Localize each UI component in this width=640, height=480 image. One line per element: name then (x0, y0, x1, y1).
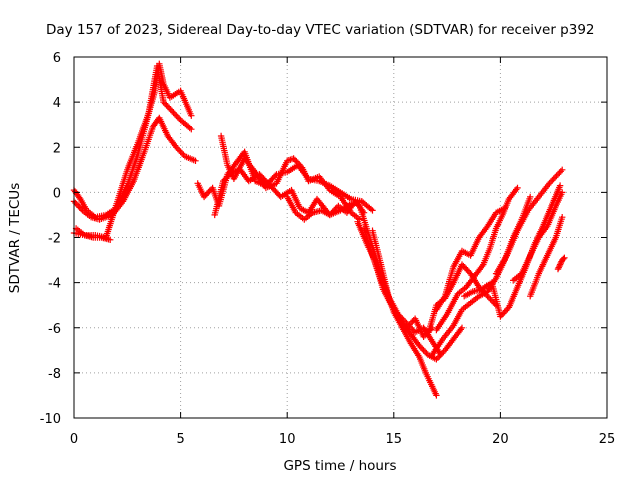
chart-title: Day 157 of 2023, Sidereal Day-to-day VTE… (46, 22, 595, 38)
series-12-markers (369, 227, 436, 340)
series-7-markers (217, 132, 363, 223)
x-tick-label: 5 (176, 432, 184, 447)
y-axis-ticks: -10 -8 -6 -4 -2 0 2 4 6 (40, 51, 607, 427)
series-20-markers (527, 214, 566, 300)
series-9-markers (356, 202, 440, 399)
data-series (70, 60, 568, 399)
series-8-markers (284, 193, 368, 223)
y-tick-label: -4 (48, 277, 61, 292)
series-16 (424, 261, 500, 338)
x-tick-label: 15 (386, 432, 403, 447)
y-tick-label: -2 (48, 232, 61, 247)
y-tick-label: 4 (53, 96, 61, 111)
x-tick-label: 10 (279, 432, 296, 447)
series-12 (369, 227, 436, 340)
x-tick-label: 25 (599, 432, 616, 447)
x-axis-ticks: 0 5 10 15 20 25 (70, 57, 615, 447)
y-tick-label: -8 (48, 367, 61, 382)
series-2 (70, 62, 195, 221)
series-19-markers (510, 189, 566, 284)
series-20 (527, 214, 566, 300)
series-4 (72, 225, 114, 243)
y-tick-label: -10 (40, 412, 61, 427)
series-19 (510, 189, 566, 284)
series-18-markers (492, 166, 566, 277)
series-7 (217, 132, 363, 223)
x-axis-label: GPS time / hours (283, 458, 396, 474)
series-3 (70, 114, 199, 223)
series-18 (492, 166, 566, 277)
series-3-markers (70, 114, 199, 223)
x-tick-label: 20 (492, 432, 509, 447)
series-21-markers (554, 254, 568, 273)
series-4-markers (72, 225, 114, 243)
y-tick-label: 6 (53, 51, 61, 66)
y-tick-label: 0 (53, 186, 61, 201)
x-tick-label: 0 (70, 432, 78, 447)
series-16-markers (424, 261, 500, 338)
series-2-markers (70, 62, 195, 221)
series-8 (284, 193, 368, 223)
series-14 (433, 184, 521, 334)
grid-lines (74, 57, 607, 418)
plot-frame (73, 56, 608, 419)
series-21 (554, 254, 568, 273)
series-9 (356, 202, 440, 399)
y-axis-label: SDTVAR / TECUs (7, 183, 23, 293)
y-tick-label: 2 (53, 141, 61, 156)
series-14-markers (433, 184, 521, 334)
y-tick-label: -6 (48, 322, 61, 337)
